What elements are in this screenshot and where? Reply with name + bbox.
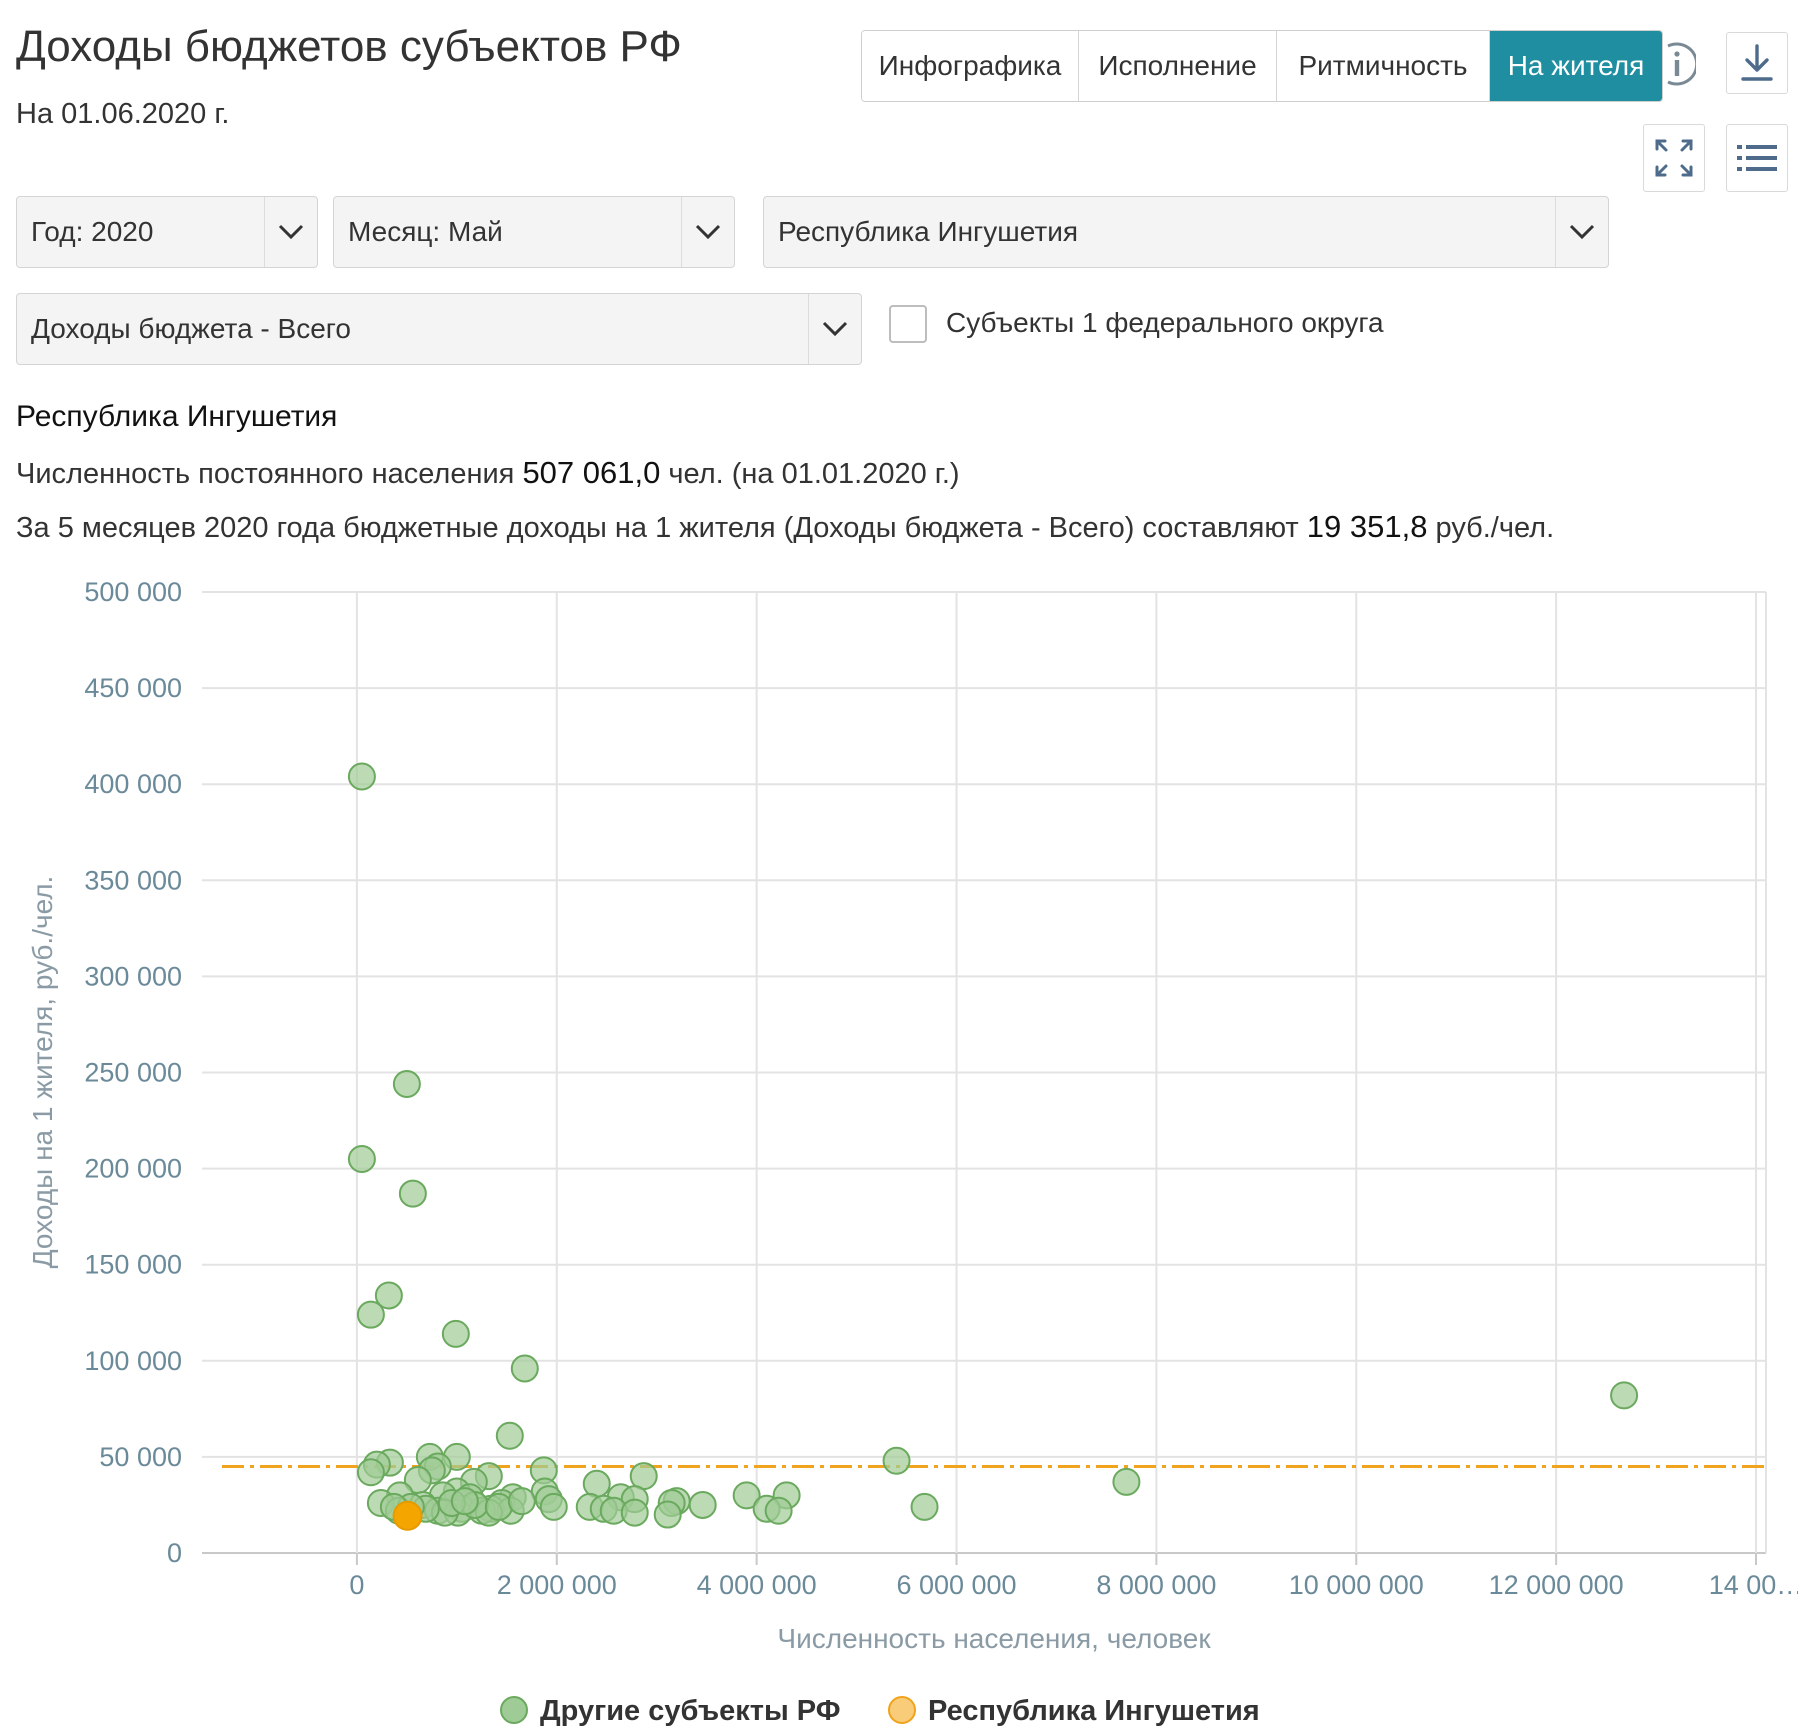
y-tick-label: 400 000 [84,769,182,799]
data-point-other-region [347,1144,376,1173]
tab-rhythm[interactable]: Ритмичность [1277,31,1490,101]
y-tick-label: 100 000 [84,1346,182,1376]
region-select-value: Республика Ингушетия [778,216,1079,247]
info-icon[interactable] [1656,40,1699,88]
chart-grid [202,591,1767,1565]
region-heading: Республика Ингушетия [16,400,338,433]
list-menu-icon [1737,145,1777,171]
indicator-select[interactable]: Доходы бюджета - Всего [16,293,862,365]
chevron-down-icon [681,197,734,267]
y-tick-label: 350 000 [84,865,182,895]
y-tick-label: 300 000 [84,961,182,991]
fullscreen-button[interactable] [1643,124,1705,192]
menu-button[interactable] [1726,124,1788,192]
data-point-other-region [620,1498,649,1527]
x-tick-label: 4 000 000 [697,1570,817,1600]
data-point-other-region [441,1319,470,1348]
data-point-other-region [764,1496,793,1525]
population-value: 507 061,0 [522,455,661,490]
data-point-other-region [510,1354,539,1383]
chevron-down-icon [808,294,861,364]
year-select[interactable]: Год: 2020 [16,196,318,268]
x-tick-label: 0 [349,1570,364,1600]
y-tick-label: 500 000 [84,577,182,607]
data-point-other-region [653,1500,682,1529]
x-tick-label: 12 000 000 [1489,1570,1624,1600]
x-tick-label: 10 000 000 [1289,1570,1424,1600]
population-suffix: чел. (на 01.01.2020 г.) [668,458,960,490]
population-info: Численность постоянного населения 507 06… [16,455,960,491]
data-point-other-region [507,1487,536,1516]
chevron-down-icon [264,197,317,267]
chart-legend: Другие субъекты РФ Республика Ингушетия [500,1695,1260,1727]
data-point-other-region [392,1070,421,1099]
data-point-other-region [732,1481,761,1510]
y-tick-label: 200 000 [84,1154,182,1184]
data-point-other-region [882,1446,911,1475]
income-suffix: руб./чел. [1435,512,1555,544]
download-button[interactable] [1726,32,1788,94]
y-tick-label: 450 000 [84,673,182,703]
data-point-other-region [374,1281,403,1310]
region-select[interactable]: Республика Ингушетия [763,196,1609,268]
x-tick-label: 6 000 000 [896,1570,1016,1600]
page-title: Доходы бюджетов субъектов РФ [16,22,682,71]
data-point-selected-region [392,1500,423,1531]
data-point-other-region [1112,1467,1141,1496]
indicator-select-value: Доходы бюджета - Всего [31,313,351,344]
x-axis-title: Численность населения, человек [777,1623,1211,1654]
income-info: За 5 месяцев 2020 года бюджетные доходы … [16,509,1554,545]
chart-ticks: 0 50 000 100 000 150 000 200 000 250 000 300 0… [84,577,1798,1600]
data-point-other-region [356,1300,385,1329]
data-point-other-region [582,1469,611,1498]
tab-per-capita[interactable]: На жителя [1490,31,1662,101]
year-select-value: Год: 2020 [31,216,154,247]
federal-district-checkbox-label: Субъекты 1 федерального округа [946,307,1384,338]
y-axis-title: Доходы на 1 жителя, руб./чел. [27,876,58,1269]
legend-marker-selected-region [888,1696,916,1724]
scatter-chart: 0 50 000 100 000 150 000 200 000 250 000 300 0… [27,577,1798,1727]
data-point-other-region [910,1492,939,1521]
data-point-other-region [450,1487,479,1516]
data-point-other-region [347,762,376,791]
y-tick-label: 250 000 [84,1058,182,1088]
federal-district-checkbox[interactable] [889,305,927,343]
y-tick-label: 50 000 [99,1442,182,1472]
data-point-other-region [539,1492,568,1521]
legend-label-other-regions: Другие субъекты РФ [540,1695,841,1727]
month-select[interactable]: Месяц: Май [333,196,735,268]
fullscreen-icon [1655,139,1693,177]
income-prefix: За 5 месяцев 2020 года бюджетные доходы … [16,512,1299,544]
tab-infographics[interactable]: Инфографика [862,31,1079,101]
population-prefix: Численность постоянного населения [16,458,515,490]
view-tabs: Инфографика Исполнение Ритмичность На жи… [861,30,1663,102]
chevron-down-icon [1555,197,1608,267]
data-point-other-region [398,1179,427,1208]
income-value: 19 351,8 [1306,509,1428,544]
tab-execution[interactable]: Исполнение [1079,31,1277,101]
y-tick-label: 0 [167,1538,182,1568]
download-icon [1741,44,1773,81]
legend-marker-other-regions [500,1696,528,1724]
chart-points [347,762,1639,1531]
data-point-other-region [356,1458,385,1487]
data-point-other-region [484,1492,513,1521]
y-tick-label: 150 000 [84,1250,182,1280]
data-point-other-region [1610,1381,1639,1410]
month-select-value: Месяц: Май [348,216,503,247]
x-tick-label: 2 000 000 [497,1570,617,1600]
x-tick-label: 8 000 000 [1096,1570,1216,1600]
data-point-other-region [495,1421,524,1450]
legend-label-selected-region: Республика Ингушетия [928,1695,1260,1727]
x-tick-label: 14 00… [1709,1570,1798,1600]
report-date: На 01.06.2020 г. [16,98,230,130]
data-point-other-region [688,1490,717,1519]
